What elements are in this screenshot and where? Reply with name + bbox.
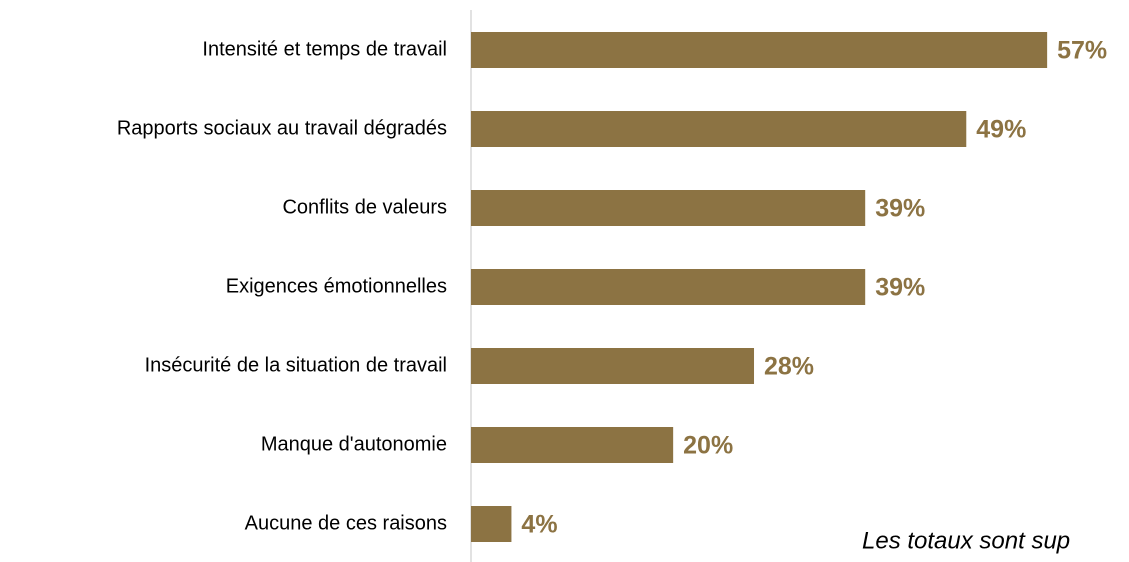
bar [471, 348, 755, 384]
bar [471, 32, 1048, 68]
bar [471, 269, 866, 305]
value-label: 28% [764, 353, 814, 381]
category-label: Insécurité de la situation de travail [145, 354, 447, 376]
category-label: Manque d'autonomie [261, 433, 447, 455]
value-label: 39% [875, 195, 925, 223]
bar [471, 111, 967, 147]
value-label: 4% [521, 511, 557, 539]
category-label: Conflits de valeurs [282, 196, 447, 218]
value-label: 57% [1057, 37, 1107, 65]
bar [471, 506, 512, 542]
value-label: 20% [683, 432, 733, 460]
category-label: Intensité et temps de travail [202, 38, 447, 60]
category-label: Exigences émotionnelles [226, 275, 447, 297]
category-label: Rapports sociaux au travail dégradés [117, 117, 447, 139]
value-label: 39% [875, 274, 925, 302]
bar [471, 190, 866, 226]
bar [471, 427, 674, 463]
annotation: Les totaux sont sup [862, 527, 1070, 554]
category-label: Aucune de ces raisons [245, 512, 447, 534]
value-label: 49% [976, 116, 1026, 144]
